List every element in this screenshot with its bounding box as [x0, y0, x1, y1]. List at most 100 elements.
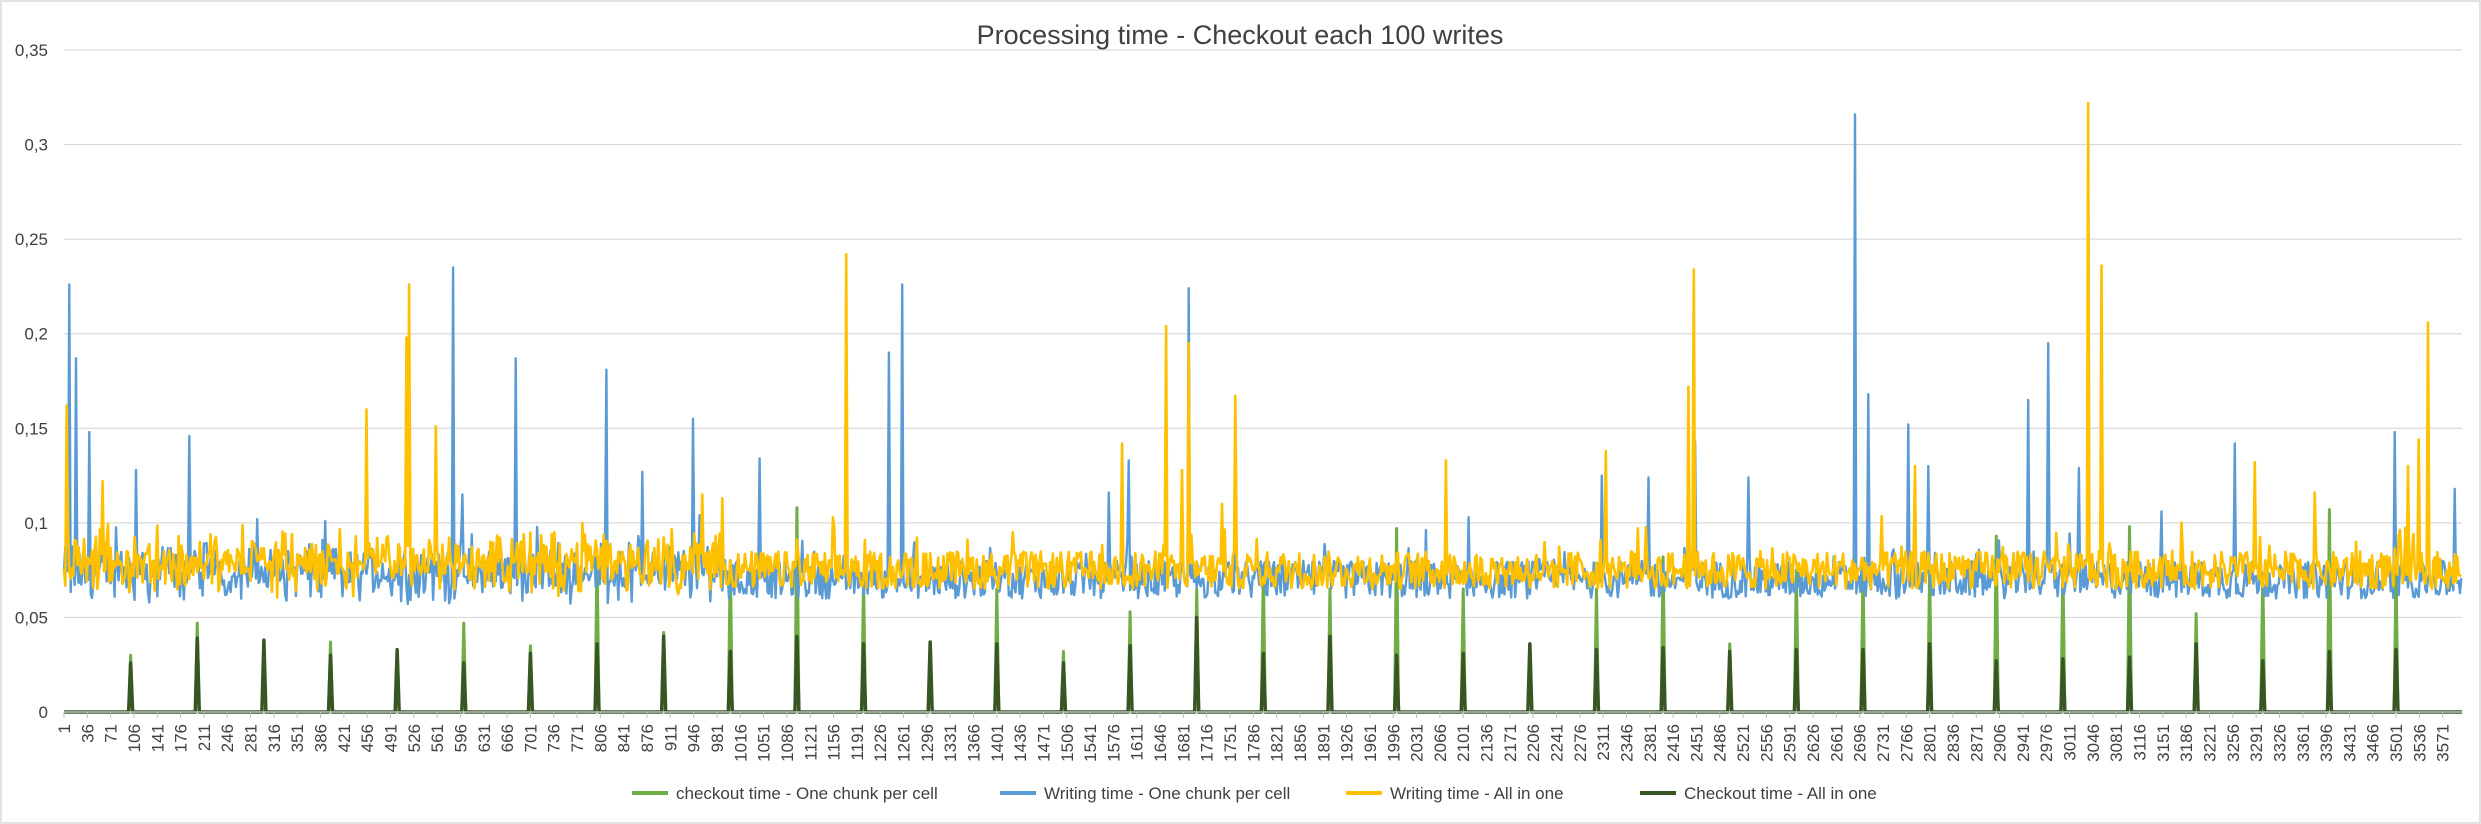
x-tick-label: 1051: [755, 724, 774, 762]
x-tick-label: 2381: [1641, 724, 1660, 762]
x-tick-label: 3501: [2387, 724, 2406, 762]
x-tick-label: 141: [148, 724, 167, 752]
y-tick-label: 0,2: [24, 325, 48, 344]
x-tick-label: 1296: [918, 724, 937, 762]
x-tick-label: 2346: [1617, 724, 1636, 762]
x-tick-label: 1121: [801, 724, 820, 761]
x-tick-label: 2626: [1804, 724, 1823, 762]
y-tick-label: 0,15: [15, 419, 48, 438]
x-tick-label: 281: [242, 724, 261, 752]
x-tick-label: 736: [545, 724, 564, 752]
x-tick-label: 3046: [2084, 724, 2103, 762]
x-tick-label: 1821: [1268, 724, 1287, 762]
x-tick-label: 2766: [1897, 724, 1916, 762]
x-tick-label: 106: [125, 724, 144, 752]
x-tick-label: 2311: [1594, 724, 1613, 761]
x-tick-label: 1331: [941, 724, 960, 762]
x-tick-label: 806: [591, 724, 610, 752]
x-tick-label: 246: [218, 724, 237, 752]
x-tick-label: 3221: [2200, 724, 2219, 762]
y-tick-label: 0,25: [15, 230, 48, 249]
y-tick-label: 0,3: [24, 136, 48, 155]
x-tick-label: 2801: [1921, 724, 1940, 762]
series-line-1: [62, 101, 2463, 599]
x-tick-label: 631: [475, 724, 494, 752]
x-tick-label: 3571: [2434, 724, 2453, 762]
x-tick-label: 2101: [1454, 724, 1473, 762]
x-tick-label: 3011: [2061, 724, 2080, 761]
x-tick-label: 1156: [825, 724, 844, 761]
x-tick-label: 1261: [895, 724, 914, 762]
y-axis-ticks: 0 0,05 0,1 0,15 0,2 0,25 0,3 0,35: [15, 41, 48, 722]
y-tick-label: 0: [39, 703, 48, 722]
x-tick-label: 2521: [1734, 724, 1753, 762]
x-tick-label: 3151: [2154, 724, 2173, 762]
legend-label: Checkout time - All in one: [1684, 784, 1877, 803]
x-tick-label: 2871: [1967, 724, 1986, 762]
x-tick-label: 2836: [1944, 724, 1963, 762]
x-tick-label: 316: [265, 724, 284, 752]
x-tick-label: 1541: [1081, 724, 1100, 762]
x-tick-label: 1681: [1174, 724, 1193, 762]
x-tick-label: 911: [661, 724, 680, 751]
x-tick-label: 3466: [2364, 724, 2383, 762]
x-tick-label: 526: [405, 724, 424, 752]
x-tick-label: 1576: [1104, 724, 1123, 762]
x-tick-label: 1856: [1291, 724, 1310, 762]
x-tick-label: 386: [312, 724, 331, 752]
series-lines: [62, 101, 2463, 714]
x-tick-label: 3396: [2317, 724, 2336, 762]
x-tick-label: 1016: [731, 724, 750, 762]
legend-label: Writing time - One chunk per cell: [1044, 784, 1290, 803]
x-tick-label: 1891: [1314, 724, 1333, 762]
chart-title: Processing time - Checkout each 100 writ…: [977, 20, 1504, 50]
x-tick-label: 3431: [2340, 724, 2359, 762]
x-tick-label: 876: [638, 724, 657, 752]
x-tick-label: 2451: [1687, 724, 1706, 762]
x-tick-label: 1751: [1221, 724, 1240, 762]
legend-label: Writing time - All in one: [1390, 784, 1564, 803]
x-tick-label: 3361: [2294, 724, 2313, 762]
x-tick-label: 2941: [2014, 724, 2033, 762]
x-tick-label: 421: [335, 724, 354, 752]
x-tick-label: 3081: [2107, 724, 2126, 762]
legend: checkout time - One chunk per cell Writin…: [632, 784, 1877, 803]
x-tick-label: 2136: [1478, 724, 1497, 762]
x-tick-label: 981: [708, 724, 727, 752]
x-tick-label: 1961: [1361, 724, 1380, 762]
x-tick-label: 1226: [871, 724, 890, 762]
x-tick-label: 2661: [1827, 724, 1846, 762]
x-tick-label: 2066: [1431, 724, 1450, 762]
x-tick-label: 2416: [1664, 724, 1683, 762]
x-tick-label: 3116: [2131, 724, 2150, 761]
x-tick-label: 2206: [1524, 724, 1543, 762]
x-axis-ticks: 1 36 71 106 141 176 211 246 281 316 351 386 421 456 49…: [55, 712, 2453, 762]
x-tick-label: 1716: [1198, 724, 1217, 762]
x-tick-label: 2171: [1501, 724, 1520, 762]
series-line-3: [64, 615, 2462, 714]
x-tick-label: 491: [381, 724, 400, 752]
y-tick-label: 0,1: [24, 514, 48, 533]
x-tick-label: 2276: [1571, 724, 1590, 762]
x-tick-label: 176: [172, 724, 191, 752]
x-tick-label: 3256: [2224, 724, 2243, 762]
x-tick-label: 1436: [1011, 724, 1030, 762]
x-tick-label: 1646: [1151, 724, 1170, 762]
x-tick-label: 841: [615, 724, 634, 752]
x-tick-label: 2241: [1548, 724, 1567, 762]
y-tick-label: 0,05: [15, 608, 48, 627]
x-tick-label: 1401: [988, 724, 1007, 762]
x-tick-label: 2556: [1757, 724, 1776, 762]
x-tick-label: 1506: [1058, 724, 1077, 762]
x-tick-label: 666: [498, 724, 517, 752]
x-tick-label: 946: [685, 724, 704, 752]
x-tick-label: 2976: [2037, 724, 2056, 762]
x-tick-label: 1191: [848, 724, 867, 761]
x-tick-label: 2031: [1408, 724, 1427, 762]
x-tick-label: 1611: [1128, 724, 1147, 761]
x-tick-label: 2906: [1991, 724, 2010, 762]
x-tick-label: 36: [78, 724, 97, 743]
